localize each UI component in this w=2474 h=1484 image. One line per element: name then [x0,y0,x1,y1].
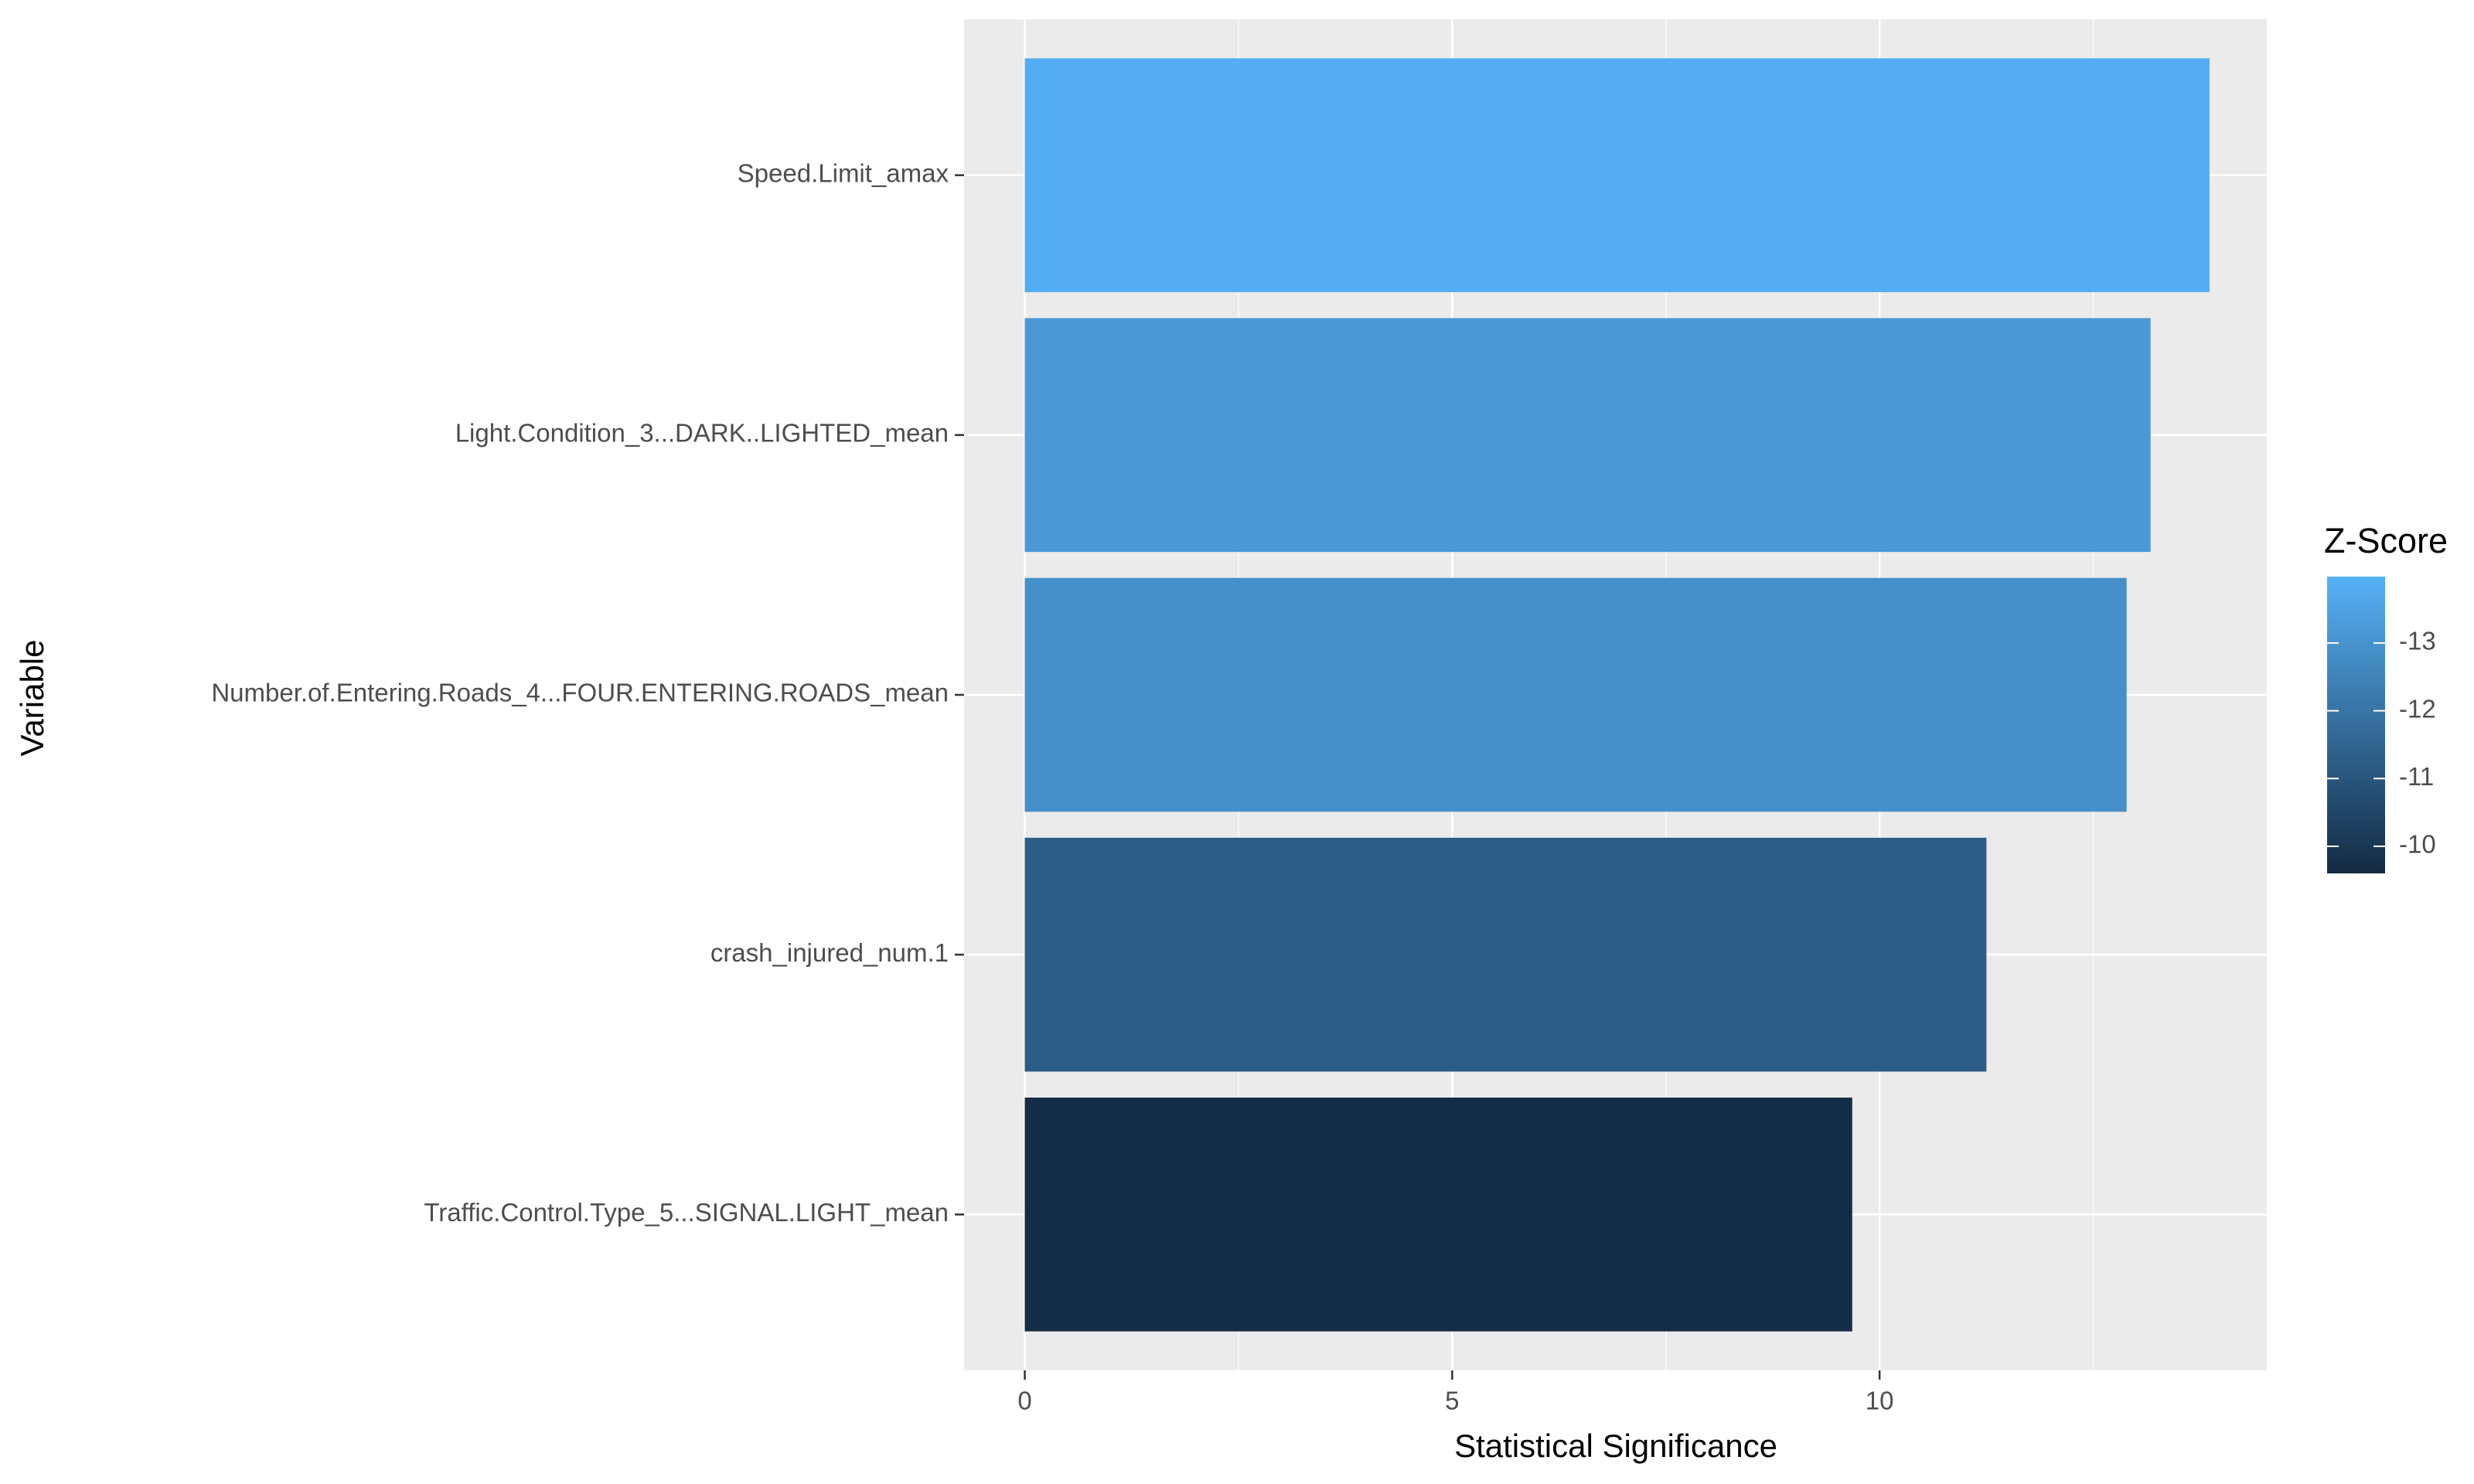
legend-tick-label: -10 [2399,830,2436,859]
y-axis-title: Variable [14,640,50,757]
y-tick-label: Speed.Limit_amax [738,158,949,187]
x-axis-title: Statistical Significance [1454,1428,1777,1464]
y-tick-label: Light.Condition_3...DARK..LIGHTED_mean [455,419,949,448]
x-tick-label: 5 [1445,1387,1459,1415]
y-tick-label: Number.of.Entering.Roads_4...FOUR.ENTERI… [211,679,949,707]
legend-tick-label: -12 [2399,694,2436,723]
legend-title: Z-Score [2324,521,2448,560]
bar [1024,1098,1852,1332]
x-tick-label: 10 [1866,1387,1894,1415]
bar [1024,577,2127,812]
bar [1024,837,1987,1072]
bar [1024,318,2151,553]
bar [1024,58,2210,292]
y-tick-label: crash_injured_num.1 [711,938,949,967]
legend-tick-label: -11 [2399,762,2434,791]
colorbar [2327,577,2385,873]
legend-tick-label: -13 [2399,627,2436,655]
x-tick-label: 0 [1017,1387,1031,1415]
y-tick-label: Traffic.Control.Type_5...SIGNAL.LIGHT_me… [424,1198,949,1227]
